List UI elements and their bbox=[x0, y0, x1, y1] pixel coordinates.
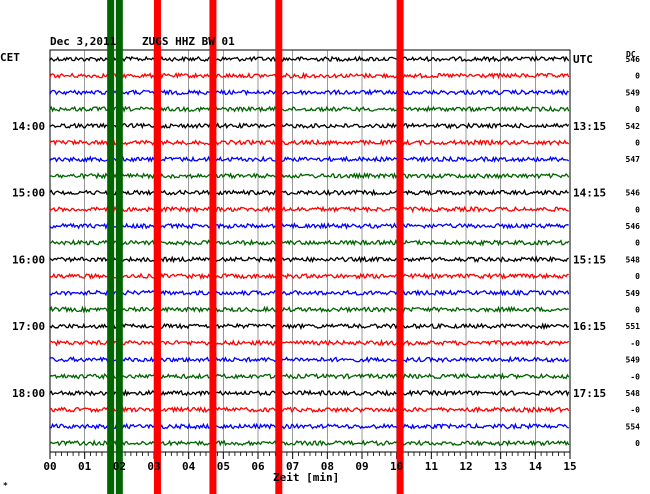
label-layer: 00 01 02 03 04 05 06 07 08 09 10 11 12 13 14 1514:0015:… bbox=[12, 53, 640, 473]
header-date: Dec 3,2011 bbox=[50, 35, 117, 48]
trace-line bbox=[49, 188, 569, 197]
corner-mark: * bbox=[3, 481, 8, 490]
dc-value: 548 bbox=[626, 389, 641, 398]
trace-line bbox=[49, 138, 570, 147]
dc-value: 0 bbox=[635, 239, 640, 248]
event-burst bbox=[153, 0, 161, 494]
trace-layer bbox=[49, 55, 570, 447]
right-time-label: 13:15 bbox=[573, 120, 606, 133]
trace-line bbox=[49, 55, 570, 63]
trace-line bbox=[49, 222, 569, 230]
trace-line bbox=[49, 388, 570, 397]
x-tick-label: 04 bbox=[182, 460, 196, 473]
dc-value: -0 bbox=[630, 339, 640, 348]
dc-value: 548 bbox=[626, 255, 641, 264]
trace-line bbox=[49, 272, 569, 280]
event-burst bbox=[115, 0, 123, 494]
trace-line bbox=[49, 205, 569, 214]
grid-layer bbox=[49, 49, 571, 459]
header-station: ZUGS HHZ BW 01 bbox=[142, 35, 235, 48]
event-burst bbox=[107, 0, 115, 494]
dc-value: 0 bbox=[635, 272, 640, 281]
dc-value: 549 bbox=[626, 356, 641, 365]
dc-label: DC bbox=[626, 50, 636, 59]
x-tick-label: 13 bbox=[494, 460, 507, 473]
dc-value: 542 bbox=[626, 122, 641, 131]
x-tick-label: 05 bbox=[217, 460, 230, 473]
trace-line bbox=[49, 422, 570, 431]
x-tick-label: 06 bbox=[251, 460, 265, 473]
trace-line bbox=[49, 372, 570, 381]
left-timezone: CET bbox=[0, 51, 20, 64]
dc-value: 0 bbox=[635, 139, 640, 148]
x-tick-label: 15 bbox=[563, 460, 576, 473]
event-burst bbox=[275, 0, 283, 494]
dc-value: 554 bbox=[626, 422, 641, 431]
event-burst bbox=[209, 0, 217, 494]
dc-value: 551 bbox=[626, 322, 641, 331]
x-tick-label: 07 bbox=[286, 460, 299, 473]
event-burst bbox=[396, 0, 404, 494]
trace-line bbox=[49, 322, 570, 331]
trace-line bbox=[49, 71, 570, 80]
x-tick-label: 12 bbox=[459, 460, 472, 473]
left-time-label: 18:00 bbox=[12, 387, 45, 400]
left-time-label: 14:00 bbox=[12, 120, 45, 133]
dc-value: 547 bbox=[626, 155, 641, 164]
trace-line bbox=[49, 405, 570, 414]
dc-value: 0 bbox=[635, 105, 640, 114]
trace-line bbox=[49, 238, 570, 247]
dc-value: 546 bbox=[626, 55, 641, 64]
dc-value: -0 bbox=[630, 372, 640, 381]
x-tick-label: 14 bbox=[529, 460, 543, 473]
trace-line bbox=[49, 305, 569, 314]
trace-line bbox=[49, 355, 570, 364]
right-time-label: 14:15 bbox=[573, 187, 606, 200]
trace-line bbox=[49, 105, 570, 114]
right-time-label: 15:15 bbox=[573, 253, 606, 266]
x-tick-label: 10 bbox=[390, 460, 403, 473]
x-tick-label: 11 bbox=[425, 460, 439, 473]
trace-line bbox=[49, 121, 570, 130]
right-time-label: UTC bbox=[573, 53, 593, 66]
dc-value: -0 bbox=[630, 406, 640, 415]
trace-line bbox=[49, 155, 570, 164]
dc-value: 549 bbox=[626, 289, 641, 298]
dc-value: 0 bbox=[635, 439, 640, 448]
event-layer bbox=[107, 0, 404, 494]
x-tick-label: 03 bbox=[147, 460, 160, 473]
x-tick-label: 09 bbox=[355, 460, 368, 473]
right-time-label: 17:15 bbox=[573, 387, 606, 400]
trace-line bbox=[49, 172, 570, 180]
left-time-label: 15:00 bbox=[12, 187, 45, 200]
x-axis-title: Zeit [min] bbox=[273, 471, 339, 484]
trace-line bbox=[49, 438, 570, 447]
x-tick-label: 00 bbox=[43, 460, 56, 473]
x-tick-label: 01 bbox=[78, 460, 92, 473]
dc-value: 546 bbox=[626, 189, 641, 198]
trace-line bbox=[49, 255, 569, 264]
dc-value: 546 bbox=[626, 222, 641, 231]
dc-value: 0 bbox=[635, 72, 640, 81]
left-time-label: 17:00 bbox=[12, 320, 45, 333]
dc-value: 549 bbox=[626, 88, 641, 97]
trace-line bbox=[49, 338, 570, 347]
right-time-label: 16:15 bbox=[573, 320, 606, 333]
trace-line bbox=[49, 88, 570, 97]
left-time-label: 16:00 bbox=[12, 253, 45, 266]
x-tick-label: 08 bbox=[321, 460, 334, 473]
dc-value: 0 bbox=[635, 306, 640, 315]
trace-line bbox=[49, 289, 570, 297]
x-tick-label: 02 bbox=[113, 460, 126, 473]
dc-value: 0 bbox=[635, 205, 640, 214]
